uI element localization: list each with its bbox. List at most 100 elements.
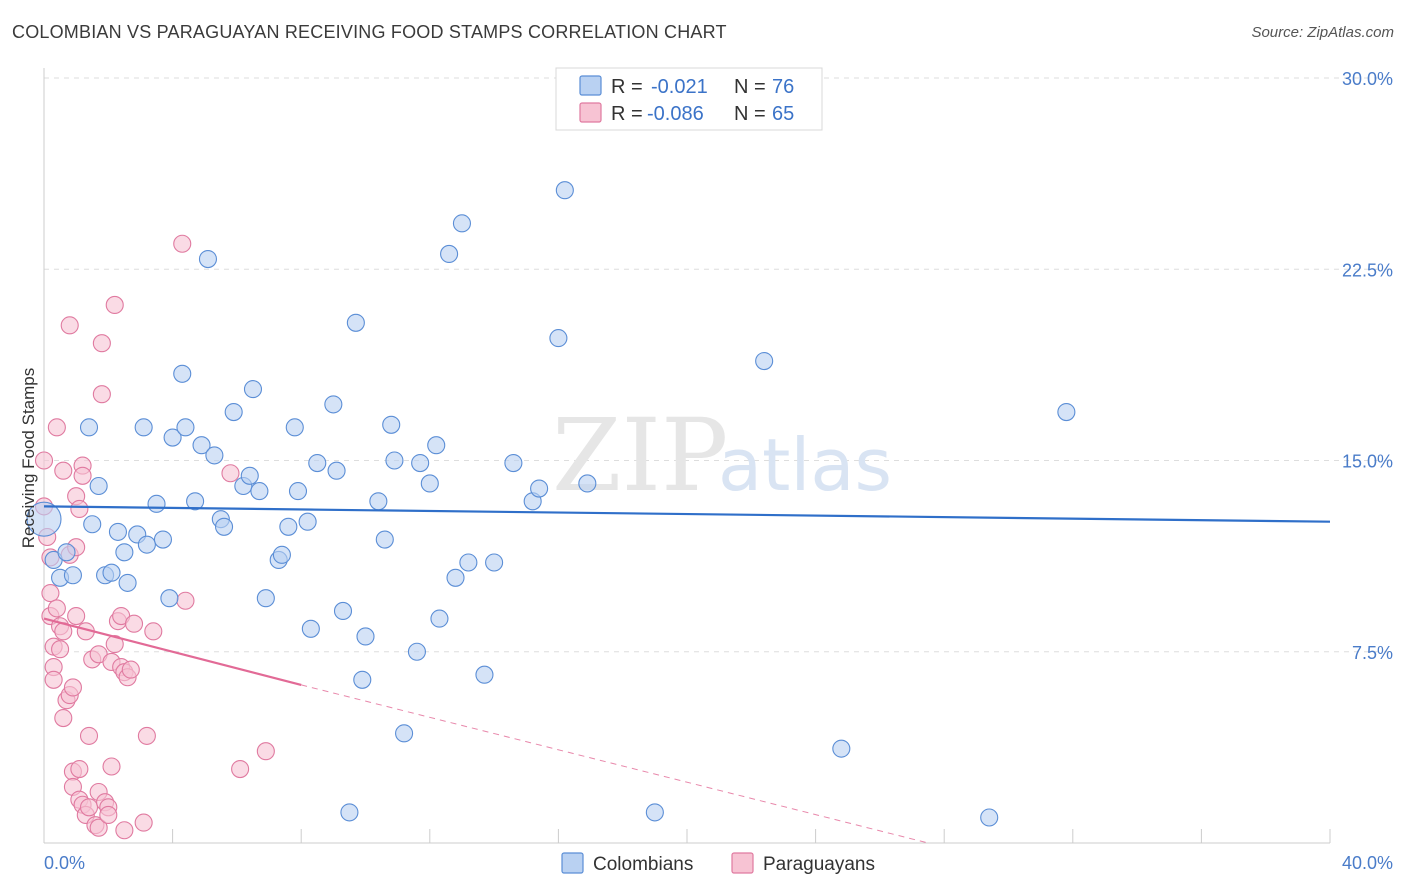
- colombian-point-51: [385, 451, 404, 470]
- colombian-point-69: [578, 474, 597, 493]
- colombian-point-24: [198, 249, 218, 269]
- colombian-point-3: [57, 543, 76, 562]
- colombian-point-74: [1057, 402, 1076, 422]
- colombian-point-41: [308, 453, 327, 473]
- colombian-point-35: [272, 545, 291, 564]
- colombian-point-58: [440, 244, 459, 263]
- colombian-point-37: [285, 418, 304, 437]
- colombian-point-55: [420, 474, 439, 493]
- colombian-point-38: [288, 482, 308, 501]
- colombian-point-18: [160, 589, 179, 608]
- paraguayan-point-27: [70, 759, 89, 779]
- paraguayan-point-4: [41, 584, 60, 603]
- colombian-point-12: [118, 573, 137, 592]
- legend-n-label-1: N =: [734, 76, 766, 98]
- paraguayan-point-40: [89, 818, 108, 837]
- paraguayan-point-56: [121, 660, 140, 679]
- chart-source: Source: ZipAtlas.com: [1251, 24, 1394, 41]
- paraguayan-point-25: [67, 606, 86, 626]
- y-tick-label-2: 22.5%: [1342, 260, 1393, 280]
- legend-n-value-1: 76: [772, 76, 794, 98]
- legend-n-value-2: 65: [772, 103, 794, 125]
- paraguayan-point-48: [105, 635, 124, 654]
- colombian-point-9: [102, 563, 121, 582]
- colombian-point-40: [301, 619, 320, 638]
- legend-swatch-colombians: [579, 75, 602, 96]
- paraguayan-point-9: [47, 418, 66, 437]
- colombian-point-72: [832, 739, 851, 758]
- colombian-point-39: [298, 512, 317, 531]
- colombian-point-57: [430, 609, 449, 628]
- paraguayan-point-65: [256, 742, 275, 761]
- colombian-point-21: [176, 418, 195, 437]
- colombian-point-71: [755, 351, 774, 371]
- colombian-point-25: [205, 446, 224, 465]
- colombian-point-61: [459, 553, 478, 572]
- colombian-point-33: [256, 589, 275, 608]
- paraguayan-trend-extension: [301, 684, 929, 844]
- series-label-paraguayans: Paraguayans: [763, 854, 875, 875]
- series-swatch-paraguayans: [731, 852, 754, 874]
- colombian-point-7: [89, 476, 108, 496]
- colombian-point-66: [530, 479, 549, 498]
- paraguayan-point-57: [124, 614, 144, 633]
- paraguayan-point-59: [137, 726, 156, 745]
- paraguayan-point-58: [134, 813, 153, 832]
- colombian-point-50: [382, 415, 401, 434]
- paraguayan-point-0: [34, 451, 54, 470]
- colombian-point-56: [427, 436, 446, 455]
- colombian-point-23: [192, 436, 211, 455]
- colombian-point-14: [134, 418, 153, 437]
- colombian-point-45: [346, 313, 365, 332]
- paraguayan-point-12: [51, 640, 70, 659]
- colombian-point-19: [163, 428, 182, 447]
- tick-labels: 7.5% 15.0% 22.5% 30.0% 0.0% 40.0%: [44, 69, 1393, 873]
- colombian-point-5: [79, 418, 99, 437]
- watermark-zip: ZIP: [552, 397, 728, 514]
- y-tick-label-3: 30.0%: [1342, 69, 1393, 89]
- legend-r-label-2: R =: [611, 103, 643, 125]
- paraguayan-point-49: [105, 295, 124, 315]
- colombian-point-27: [214, 517, 234, 536]
- colombian-point-49: [375, 530, 394, 549]
- legend-swatch-paraguayans: [579, 102, 602, 123]
- paraguayan-point-63: [221, 464, 240, 483]
- y-axis-label: Receiving Food Stamps: [19, 368, 38, 548]
- paraguayan-point-41: [92, 334, 111, 353]
- colombian-point-75: [340, 803, 359, 822]
- colombian-point-48: [369, 492, 388, 511]
- paraguayan-point-60: [144, 622, 163, 641]
- colombian-point-20: [173, 364, 192, 383]
- colombian-point-47: [356, 627, 375, 646]
- colombian-point-59: [446, 568, 465, 587]
- colombian-point-64: [504, 453, 523, 473]
- series-legend: Colombians Paraguayans: [561, 852, 875, 875]
- colombian-point-53: [407, 642, 426, 661]
- colombian-point-32: [250, 482, 269, 501]
- colombian-point-6: [83, 515, 102, 534]
- colombian-point-10: [108, 522, 127, 541]
- series-swatch-colombians: [561, 852, 584, 874]
- colombian-point-30: [240, 466, 259, 485]
- paraguayan-point-61: [173, 234, 192, 253]
- paraguayan-point-30: [73, 466, 92, 485]
- paraguayan-trend-line: [43, 617, 302, 686]
- paraguayan-point-45: [99, 805, 118, 825]
- colombian-point-54: [411, 453, 430, 473]
- colombian-point-16: [147, 494, 166, 513]
- colombian-point-70: [645, 803, 664, 822]
- paraguayan-point-62: [176, 591, 195, 610]
- colombian-point-43: [327, 461, 346, 480]
- y-tick-label-1: 15.0%: [1342, 452, 1393, 472]
- colombian-point-28: [224, 402, 243, 422]
- colombian-point-4: [63, 566, 82, 585]
- paraguayan-point-42: [92, 385, 111, 404]
- paraguayan-point-53: [115, 821, 134, 840]
- series-label-colombians: Colombians: [593, 854, 693, 875]
- paraguayan-point-35: [79, 798, 99, 817]
- colombian-point-46: [353, 670, 372, 689]
- paraguayan-point-34: [79, 726, 99, 745]
- legend-r-value-2: -0.086: [647, 103, 704, 125]
- colombian-point-36: [279, 517, 298, 536]
